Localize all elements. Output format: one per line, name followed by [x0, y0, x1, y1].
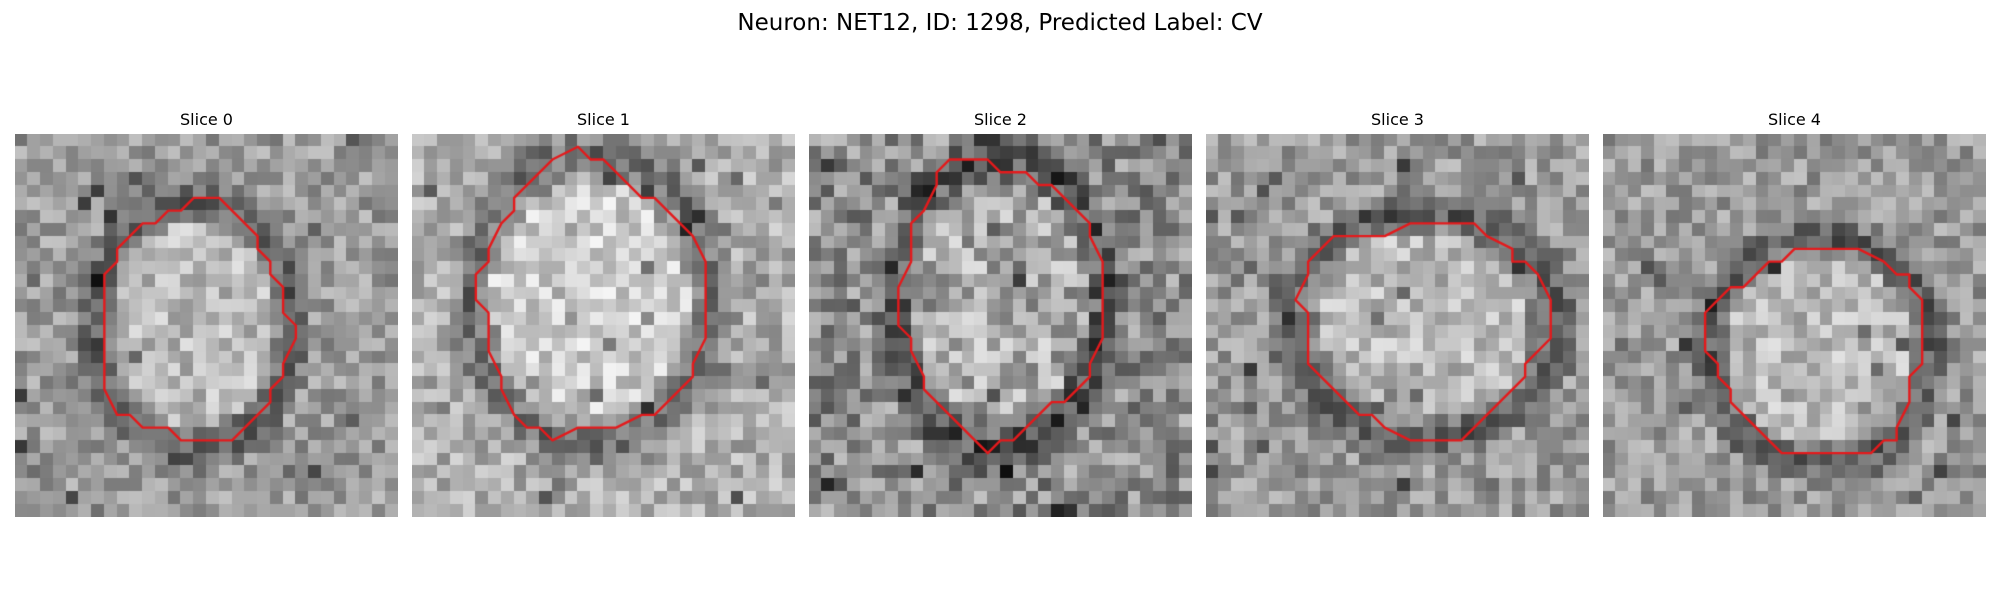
- slice-title: Slice 3: [1206, 108, 1589, 132]
- slice-title: Slice 2: [809, 108, 1192, 132]
- slice-image: [1603, 134, 1986, 517]
- slice-title: Slice 4: [1603, 108, 1986, 132]
- slice-title: Slice 1: [412, 108, 795, 132]
- slice-image: [412, 134, 795, 517]
- slice-image: [1206, 134, 1589, 517]
- slice-image: [809, 134, 1192, 517]
- slice-title: Slice 0: [15, 108, 398, 132]
- figure-title: Neuron: NET12, ID: 1298, Predicted Label…: [0, 6, 2000, 40]
- slice-image: [15, 134, 398, 517]
